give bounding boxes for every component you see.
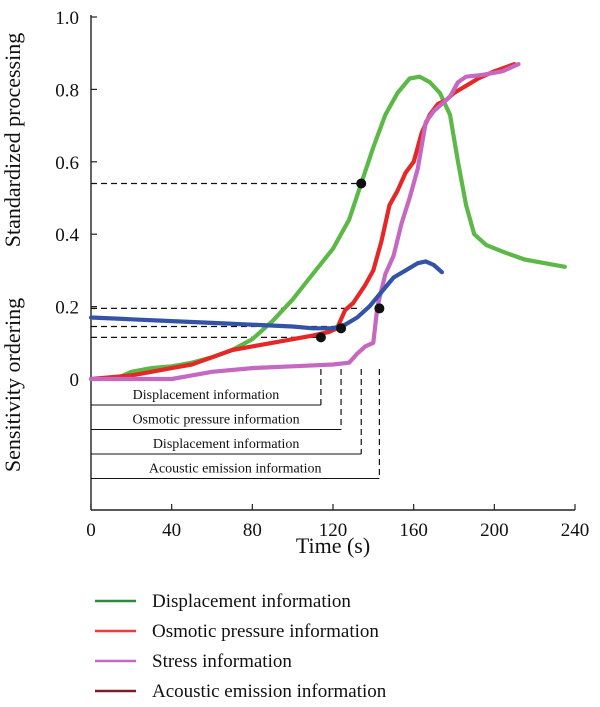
x-tick-label: 200: [480, 520, 509, 541]
series-line: [88, 259, 444, 331]
y-ticks: 0 0.2 0.4 0.6 0.8 1.0: [55, 8, 97, 391]
annotation-label: Osmotic pressure information: [132, 413, 299, 428]
legend-label: Displacement information: [152, 591, 351, 612]
series-line: [88, 61, 517, 382]
y-tick-label: 0: [70, 370, 80, 391]
x-tick-label: 120: [319, 520, 348, 541]
legend-label: Osmotic pressure information: [152, 621, 379, 642]
axes: [90, 15, 575, 511]
legend-label: Acoustic emission information: [152, 681, 387, 702]
legend-label: Stress information: [152, 651, 292, 672]
x-tick-label: 40: [162, 520, 181, 541]
x-axis-title: Time (s): [296, 533, 370, 558]
marker-point: [356, 178, 367, 189]
y-tick-label: 0.6: [55, 153, 79, 174]
y-tick-label: 0.2: [55, 298, 79, 319]
marker-point: [336, 323, 347, 334]
reference-lines: [91, 182, 362, 338]
marker-point: [315, 332, 326, 343]
y-axis-title-bottom: Sensitivity ordering: [0, 298, 25, 472]
ordering-annotations: Displacement information Osmotic pressure…: [91, 369, 380, 480]
series-line: [88, 61, 521, 382]
annotation-label: Displacement information: [133, 388, 280, 403]
y-tick-label: 1.0: [55, 8, 79, 29]
legend: Displacement information Osmotic pressure…: [95, 591, 387, 702]
x-ticks: 0 40 80 120 160 200 240: [86, 504, 589, 541]
y-tick-label: 0.4: [55, 225, 79, 246]
x-tick-label: 240: [561, 520, 590, 541]
marker-point: [374, 303, 385, 314]
x-tick-label: 160: [399, 520, 428, 541]
annotation-label: Displacement information: [153, 437, 300, 452]
y-axis-title-bottom-group: Sensitivity ordering: [0, 298, 25, 472]
series-line: [113, 74, 567, 382]
x-tick-label: 0: [86, 520, 96, 541]
y-axis-title-top-group: Standardized processing: [0, 33, 25, 247]
annotation-label: Acoustic emission information: [149, 462, 322, 477]
series-lines: [88, 61, 567, 382]
y-axis-title-top: Standardized processing: [0, 33, 25, 247]
x-tick-label: 80: [243, 520, 262, 541]
marker-points: [315, 178, 385, 343]
y-tick-label: 0.8: [55, 80, 79, 101]
